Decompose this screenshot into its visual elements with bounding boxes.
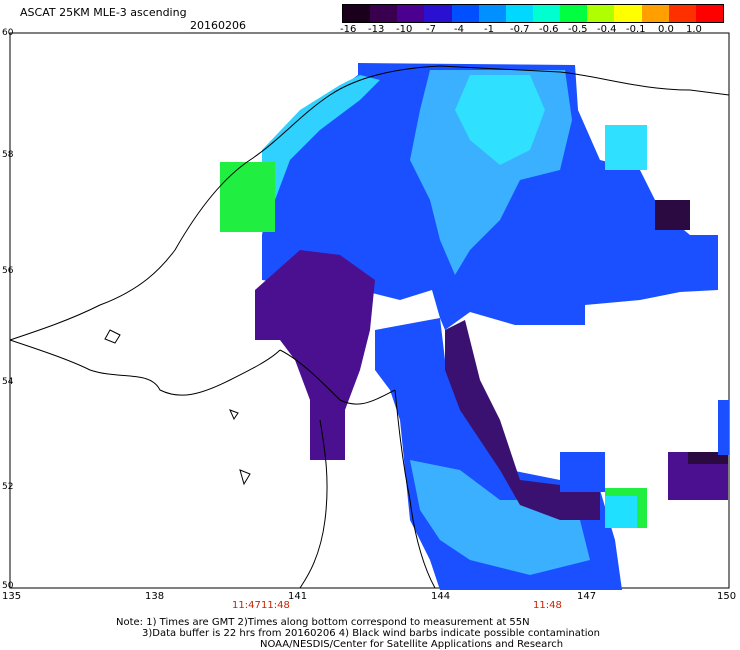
colorbar-tick: 0.0 [658, 24, 674, 35]
swath-purple-west [255, 250, 375, 460]
time-label: 11:47 [232, 600, 261, 611]
colorbar-swatch [505, 5, 533, 22]
colorbar-tick: -10 [396, 24, 413, 35]
note-line-3: NOAA/NESDIS/Center for Satellite Applica… [260, 639, 564, 650]
colorbar-swatch [451, 5, 479, 22]
note-line-2: 3)Data buffer is 22 hrs from 20160206 4)… [142, 628, 600, 639]
lat-label: 52 [2, 482, 14, 492]
colorbar-swatch [614, 5, 642, 22]
swath-ne-dark [655, 200, 690, 230]
swath-green-patch [220, 162, 275, 232]
lat-label: 60 [2, 28, 14, 38]
lon-label: 138 [145, 591, 165, 602]
swath-east-blue [560, 452, 605, 492]
swath-cyan-coast [262, 75, 380, 200]
lon-label: 144 [431, 591, 451, 602]
colorbar-swatch [424, 5, 452, 22]
colorbar-swatch [397, 5, 425, 22]
lon-label: 147 [577, 591, 597, 602]
map-frame [9, 32, 730, 589]
lat-label: 58 [2, 150, 14, 160]
time-label: 11:48 [533, 600, 562, 611]
lon-label: 150 [717, 591, 737, 602]
colorbar-ticks: -16 -13 -10 -7 -4 -1 -0.7 -0.6 -0.5 -0.4… [340, 24, 732, 36]
colorbar-swatch [532, 5, 561, 22]
colorbar-tick: -13 [368, 24, 385, 35]
wind-swath [220, 63, 729, 590]
colorbar-tick: 1.0 [686, 24, 702, 35]
note-line-1: Note: 1) Times are GMT 2)Times along bot… [116, 617, 530, 628]
colorbar-swatch [695, 5, 723, 22]
map-title: ASCAT 25KM MLE-3 ascending [20, 6, 187, 19]
colorbar-swatch [343, 5, 371, 22]
colorbar-swatch [478, 5, 506, 22]
colorbar-tick: -0.1 [626, 24, 646, 35]
lat-label: 56 [2, 266, 14, 276]
swath-cyan-bright [455, 75, 545, 165]
lat-label: 50 [2, 581, 14, 591]
colorbar-tick: -1 [484, 24, 494, 35]
colorbar-tick: -0.5 [568, 24, 588, 35]
map-date: 20160206 [190, 19, 246, 32]
colorbar-swatch [641, 5, 669, 22]
colorbar-tick: -0.7 [510, 24, 530, 35]
lon-label: 135 [2, 591, 22, 602]
swath-cyan-south [410, 460, 590, 575]
colorbar-swatch [668, 5, 696, 22]
swath-far-east-blue [718, 400, 729, 455]
colorbar-swatch [560, 5, 588, 22]
swath-purple-east [445, 320, 600, 520]
time-label: 11:48 [261, 600, 290, 611]
colorbar-tick: -4 [454, 24, 464, 35]
colorbar-tick: -0.4 [597, 24, 617, 35]
colorbar-tick: -0.6 [539, 24, 559, 35]
swath-east-cyan [605, 496, 637, 528]
coastline [9, 65, 730, 589]
colorbar-tick: -16 [340, 24, 357, 35]
lon-label: 141 [288, 591, 308, 602]
lat-label: 54 [2, 377, 14, 387]
colorbar [342, 4, 724, 23]
colorbar-tick: -7 [426, 24, 436, 35]
colorbar-swatch [587, 5, 615, 22]
swath-ne-cyan [605, 125, 647, 170]
colorbar-swatch [370, 5, 398, 22]
